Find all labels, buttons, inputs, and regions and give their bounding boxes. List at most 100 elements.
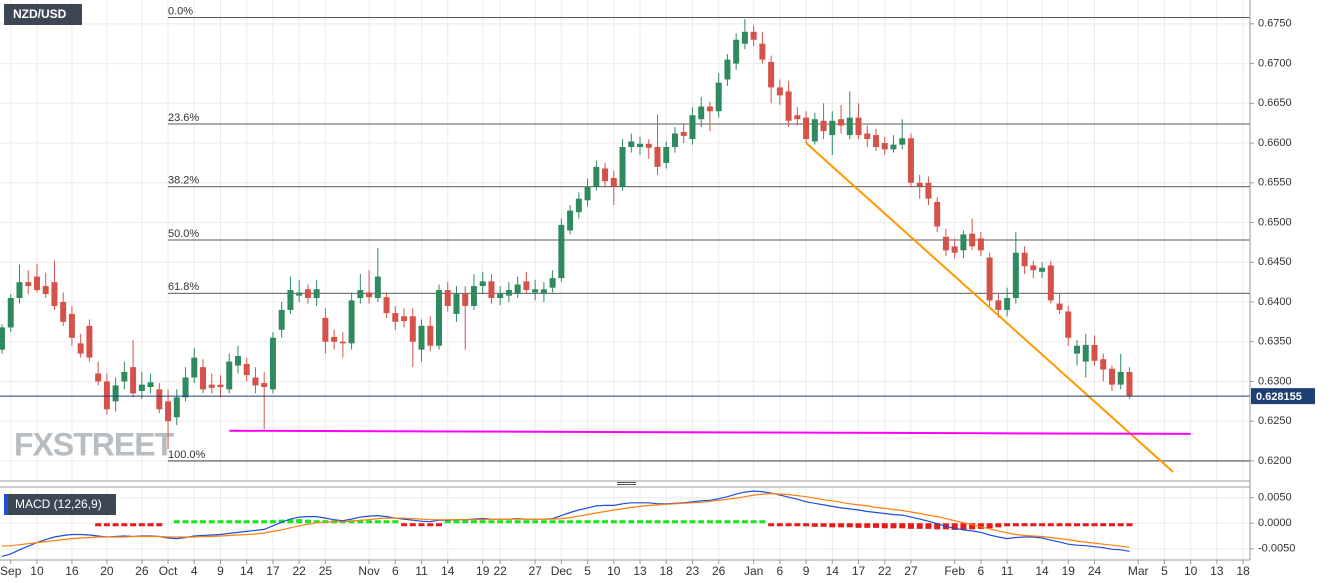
candle-body [313,289,320,299]
candle-body [838,119,845,126]
histogram-bar [208,520,215,524]
candle-body [706,106,713,112]
y-tick-label: 0.6500 [1258,216,1292,228]
candle-body [165,401,172,422]
histogram-bar [1117,523,1124,527]
histogram-bar [497,520,504,524]
candle-body [200,367,207,390]
x-tick-label: 14 [826,564,840,578]
candle-body [103,381,110,410]
candle-body [759,43,766,60]
candle-body [208,384,215,388]
histogram-bar [252,520,259,524]
candle-body [942,236,949,251]
candle-body [820,120,827,132]
histogram-bar [418,523,425,527]
candle-body [77,343,84,354]
title-box [4,4,82,25]
candle-body [287,290,294,310]
histogram-bar [759,520,766,524]
x-tick-label: 13 [1210,564,1224,578]
candle-body [794,115,801,120]
candle-body [156,389,163,410]
fib-label: 23.6% [168,112,199,124]
candle-body [374,276,381,299]
candle-body [339,341,346,344]
histogram-bar [401,523,408,527]
histogram-bar [130,523,137,527]
histogram-bar [453,520,460,524]
histogram-bar [1039,523,1046,527]
histogram-bar [1074,523,1081,527]
candle-body [226,361,233,390]
histogram-bar [1021,523,1028,527]
histogram-bar [1065,523,1072,527]
candle-body [68,313,75,338]
candle-body [95,373,102,382]
histogram-bar [706,520,713,524]
candle-body [602,168,609,182]
histogram-bar [217,520,224,524]
y-tick-label: 0.6350 [1258,336,1292,348]
candle-body [881,143,888,150]
candle-body [462,294,469,306]
x-tick-label: 14 [441,564,455,578]
candle-body [470,286,477,306]
histogram-bar [724,520,731,524]
candle-body [130,367,137,394]
histogram-bar [916,523,923,529]
candle-body [645,143,652,148]
candle-body [811,119,818,142]
candle-body [689,115,696,140]
histogram-bar [610,520,617,524]
x-tick-label: 17 [852,564,866,578]
histogram-bar [838,523,845,528]
x-tick-label: 9 [217,564,224,578]
histogram-bar [584,520,591,524]
x-tick-label: 6 [978,564,985,578]
histogram-bar [995,523,1002,528]
histogram-bar [846,523,853,528]
x-tick-label: 11 [415,564,428,578]
trendline [805,142,1174,473]
candle-body [977,238,984,251]
x-tick-label: 5 [1161,564,1168,578]
x-tick-label: 17 [266,564,280,578]
x-tick-label: Nov [358,564,379,578]
candle-body [348,300,355,344]
histogram-bar [470,520,477,524]
histogram-bar [890,523,897,529]
candle-body [86,325,93,358]
x-tick-label: 22 [494,564,508,578]
fib-label: 38.2% [168,175,199,187]
histogram-bar [969,523,976,530]
histogram-bar [593,520,600,524]
histogram-bar [602,520,609,524]
candle-body [969,233,976,247]
candle-body [488,281,495,299]
candle-body [1065,311,1072,338]
candle-body [401,316,408,322]
x-tick-label: 13 [633,564,647,578]
splitter-handle[interactable] [617,482,636,485]
candle-body [907,138,914,183]
signal-line [1,492,1130,548]
candle-body [234,356,241,366]
macd-title-box [4,494,116,515]
candle-body [1021,252,1028,267]
x-tick-label: 18 [660,564,674,578]
x-tick-label: 4 [191,564,198,578]
histogram-bar [925,523,932,529]
candle-body [637,143,644,148]
x-tick-label: 25 [319,564,333,578]
y-tick-label: 0.6600 [1258,137,1292,149]
x-tick-label: 10 [1184,564,1198,578]
histogram-bar [680,520,687,524]
candle-body [121,371,128,382]
histogram-bar [374,520,381,524]
candle-body [628,141,635,148]
candle-body [357,290,364,299]
candle-body [890,144,897,150]
candle-body [182,377,189,398]
